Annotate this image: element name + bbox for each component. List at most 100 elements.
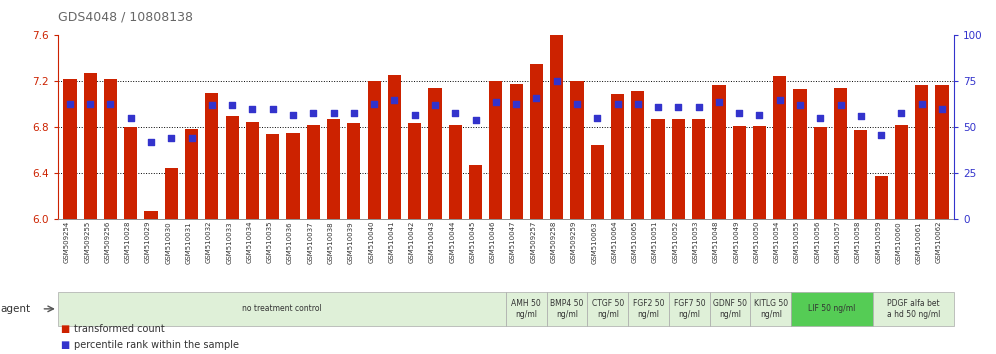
Bar: [164, 168, 178, 219]
Bar: [64, 79, 77, 219]
Point: [792, 103, 808, 108]
Point: [711, 99, 727, 104]
Bar: [428, 88, 441, 219]
Bar: [84, 73, 97, 219]
Point: [62, 101, 78, 106]
Bar: [104, 79, 118, 219]
Text: GSM510063: GSM510063: [592, 221, 598, 264]
Bar: [631, 91, 644, 219]
Point: [103, 101, 119, 106]
Bar: [144, 211, 157, 219]
Text: PDGF alfa bet
a hd 50 ng/ml: PDGF alfa bet a hd 50 ng/ml: [886, 299, 940, 319]
Bar: [185, 129, 198, 219]
Text: LIF 50 ng/ml: LIF 50 ng/ml: [808, 304, 856, 313]
Text: GSM510031: GSM510031: [185, 221, 191, 264]
Text: BMP4 50
ng/ml: BMP4 50 ng/ml: [551, 299, 584, 319]
Bar: [205, 93, 218, 219]
Bar: [651, 119, 664, 219]
Point: [285, 112, 301, 118]
Text: GSM510042: GSM510042: [408, 221, 414, 263]
Text: GSM510038: GSM510038: [328, 221, 334, 264]
Text: GSM510037: GSM510037: [308, 221, 314, 264]
Point: [346, 110, 362, 115]
Text: AMH 50
ng/ml: AMH 50 ng/ml: [512, 299, 541, 319]
Text: percentile rank within the sample: percentile rank within the sample: [74, 340, 239, 350]
Bar: [368, 81, 380, 219]
Point: [549, 79, 565, 84]
Point: [204, 103, 220, 108]
Bar: [611, 94, 624, 219]
Bar: [710, 292, 750, 326]
Text: GSM510029: GSM510029: [145, 221, 151, 263]
Point: [610, 101, 625, 106]
Point: [813, 115, 829, 121]
Text: GSM510050: GSM510050: [754, 221, 760, 263]
Text: ■: ■: [60, 324, 69, 334]
Text: KITLG 50
ng/ml: KITLG 50 ng/ml: [754, 299, 788, 319]
Text: GSM510054: GSM510054: [774, 221, 780, 263]
Text: GSM510056: GSM510056: [815, 221, 821, 263]
Point: [569, 101, 585, 106]
Text: GSM510049: GSM510049: [733, 221, 739, 263]
Text: FGF2 50
ng/ml: FGF2 50 ng/ml: [632, 299, 664, 319]
Bar: [671, 119, 685, 219]
Point: [529, 95, 545, 101]
Text: GSM510052: GSM510052: [672, 221, 678, 263]
Text: GSM510065: GSM510065: [631, 221, 637, 263]
Bar: [834, 88, 848, 219]
Text: GDS4048 / 10808138: GDS4048 / 10808138: [58, 11, 193, 24]
Text: GSM510058: GSM510058: [855, 221, 861, 263]
Text: GSM510046: GSM510046: [490, 221, 496, 263]
Bar: [794, 90, 807, 219]
Text: GSM510064: GSM510064: [612, 221, 618, 263]
Point: [386, 97, 402, 103]
Point: [629, 101, 645, 106]
Bar: [530, 64, 543, 219]
Text: GSM510061: GSM510061: [915, 221, 921, 264]
Point: [772, 97, 788, 103]
Text: GSM509255: GSM509255: [85, 221, 91, 263]
Bar: [307, 125, 320, 219]
Bar: [408, 123, 421, 219]
Text: no treatment control: no treatment control: [242, 304, 322, 313]
Text: GSM509258: GSM509258: [551, 221, 557, 263]
Text: GSM510043: GSM510043: [429, 221, 435, 263]
Point: [873, 132, 889, 138]
Point: [143, 139, 159, 145]
Point: [183, 136, 199, 141]
Text: GSM510039: GSM510039: [348, 221, 354, 264]
Bar: [287, 133, 300, 219]
Text: GSM510051: GSM510051: [652, 221, 658, 263]
Point: [163, 136, 179, 141]
Text: GSM510059: GSM510059: [875, 221, 881, 263]
Text: GSM510040: GSM510040: [369, 221, 374, 263]
Text: CTGF 50
ng/ml: CTGF 50 ng/ml: [592, 299, 623, 319]
Text: FGF7 50
ng/ml: FGF7 50 ng/ml: [673, 299, 705, 319]
Bar: [750, 292, 791, 326]
Text: ■: ■: [60, 340, 69, 350]
Bar: [814, 127, 827, 219]
Bar: [588, 292, 628, 326]
Bar: [874, 176, 887, 219]
Point: [934, 106, 950, 112]
Bar: [692, 119, 705, 219]
Text: GSM510055: GSM510055: [794, 221, 800, 263]
Bar: [791, 292, 872, 326]
Point: [853, 114, 869, 119]
Point: [224, 103, 240, 108]
Bar: [58, 292, 506, 326]
Bar: [246, 122, 259, 219]
Bar: [733, 126, 746, 219]
Text: GSM510035: GSM510035: [267, 221, 273, 263]
Point: [406, 112, 422, 118]
Bar: [506, 292, 547, 326]
Bar: [327, 119, 341, 219]
Bar: [348, 123, 361, 219]
Point: [690, 104, 706, 110]
Text: transformed count: transformed count: [74, 324, 164, 334]
Text: GSM510057: GSM510057: [835, 221, 841, 263]
Text: GSM510048: GSM510048: [713, 221, 719, 263]
Bar: [550, 35, 564, 219]
Text: GSM510034: GSM510034: [246, 221, 252, 263]
Text: GSM510047: GSM510047: [510, 221, 516, 263]
